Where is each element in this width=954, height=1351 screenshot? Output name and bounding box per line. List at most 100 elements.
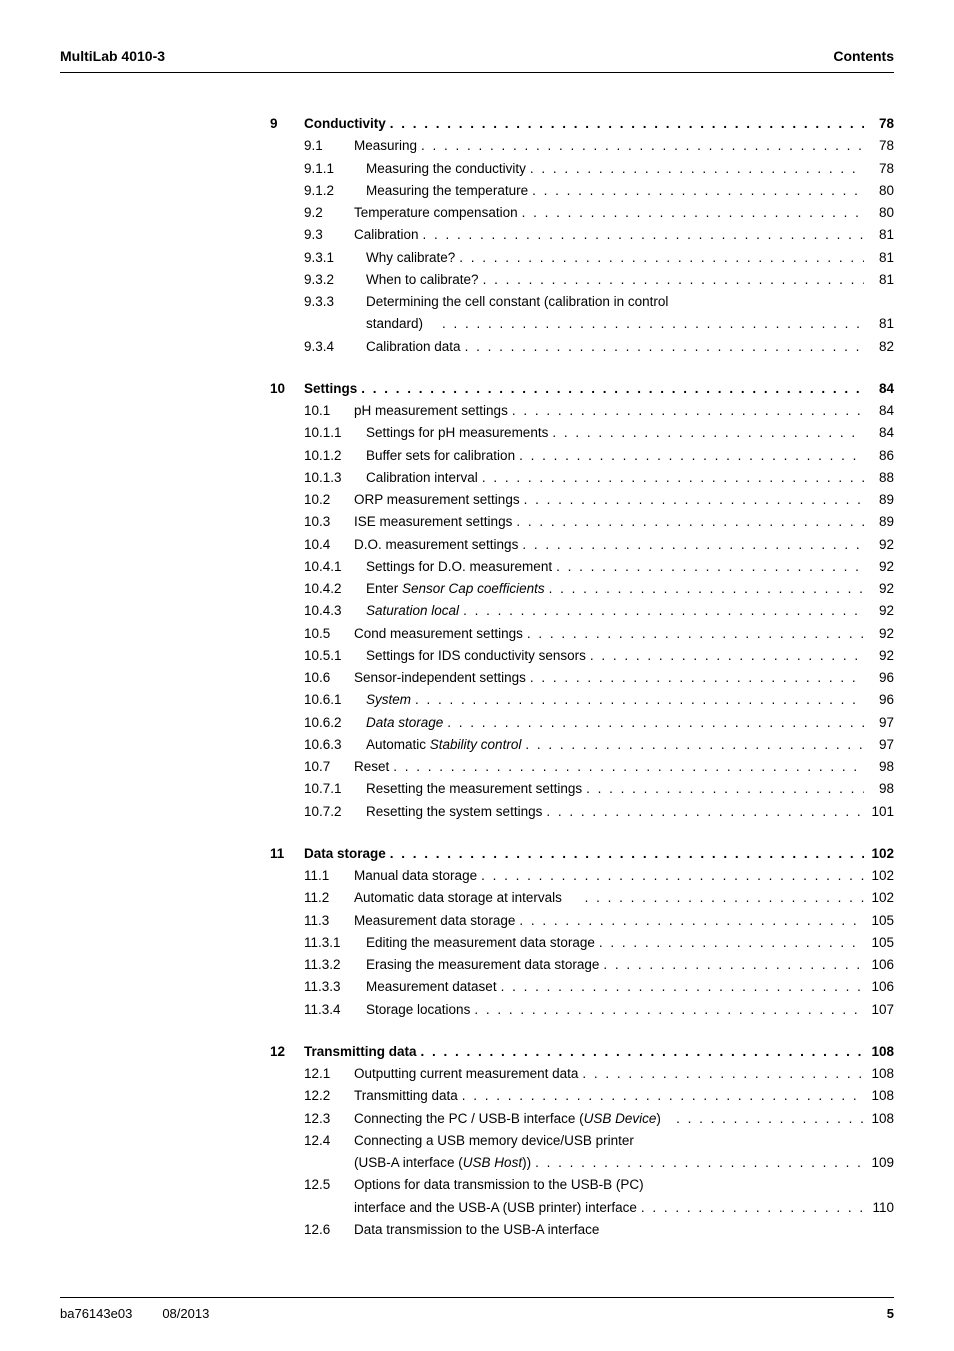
toc-dots: . . . . . . . . . . . . . . . . . . . . … bbox=[459, 601, 864, 621]
toc-title: Temperature compensation bbox=[354, 203, 518, 223]
toc-dots: . . . . . . . . . . . . . . . . . . . . … bbox=[438, 314, 864, 334]
toc-page-number: 98 bbox=[864, 779, 894, 799]
toc-number: 11.3 bbox=[304, 911, 354, 931]
toc-page-number: 101 bbox=[864, 802, 894, 822]
footer-left: ba76143e03 08/2013 bbox=[60, 1306, 209, 1321]
toc-title: Transmitting data bbox=[304, 1042, 417, 1062]
toc-page-number: 92 bbox=[864, 646, 894, 666]
toc-dots: . . . . . . . . . . . . . . . . . . . . … bbox=[545, 579, 864, 599]
table-of-contents: 9Conductivity. . . . . . . . . . . . . .… bbox=[270, 113, 894, 1241]
toc-title: Connecting a USB memory device/USB print… bbox=[354, 1131, 634, 1151]
toc-page-number: 84 bbox=[864, 379, 894, 399]
page-container: MultiLab 4010-3 Contents 9Conductivity. … bbox=[0, 0, 954, 1351]
toc-section: 11Data storage. . . . . . . . . . . . . … bbox=[270, 843, 894, 1021]
toc-title: Calibration data bbox=[366, 337, 461, 357]
toc-entry: 9.3.1Why calibrate?. . . . . . . . . . .… bbox=[270, 247, 894, 269]
toc-number: 12.2 bbox=[304, 1086, 354, 1106]
toc-title: Conductivity bbox=[304, 114, 386, 134]
toc-page-number: 108 bbox=[864, 1109, 894, 1129]
toc-entry: 10.7Reset. . . . . . . . . . . . . . . .… bbox=[270, 756, 894, 778]
toc-dots: . . . . . . . . . . . . . . . . . . . . … bbox=[582, 779, 864, 799]
toc-number: 9.1.1 bbox=[304, 159, 366, 179]
toc-dots: . . . . . . . . . . . . . . . . . . . . … bbox=[515, 446, 864, 466]
toc-page-number: 86 bbox=[864, 446, 894, 466]
toc-entry: 10.1.1Settings for pH measurements. . . … bbox=[270, 422, 894, 444]
toc-page-number: 81 bbox=[864, 225, 894, 245]
toc-page-number: 89 bbox=[864, 490, 894, 510]
toc-dots: . . . . . . . . . . . . . . . . . . . . … bbox=[542, 802, 864, 822]
toc-page-number: 92 bbox=[864, 601, 894, 621]
toc-dots: . . . . . . . . . . . . . . . . . . . . … bbox=[521, 735, 864, 755]
toc-title: Settings for IDS conductivity sensors bbox=[366, 646, 586, 666]
toc-title: D.O. measurement settings bbox=[354, 535, 518, 555]
toc-dots: . . . . . . . . . . . . . . . . . . . . … bbox=[595, 933, 864, 953]
toc-title: Reset bbox=[354, 757, 389, 777]
toc-title: Manual data storage bbox=[354, 866, 477, 886]
toc-page-number: 97 bbox=[864, 713, 894, 733]
toc-number: 10.7.1 bbox=[304, 779, 366, 799]
header-right: Contents bbox=[833, 48, 894, 64]
toc-entry: 11.1Manual data storage. . . . . . . . .… bbox=[270, 865, 894, 887]
toc-entry: 10.1.3Calibration interval. . . . . . . … bbox=[270, 467, 894, 489]
toc-entry: 10.6.3Automatic Stability control. . . .… bbox=[270, 734, 894, 756]
toc-page-number: 106 bbox=[864, 955, 894, 975]
toc-number: 12.5 bbox=[304, 1175, 354, 1195]
toc-title: standard) bbox=[366, 314, 438, 334]
toc-number: 10.2 bbox=[304, 490, 354, 510]
toc-page-number: 98 bbox=[864, 757, 894, 777]
toc-entry: 10.5Cond measurement settings. . . . . .… bbox=[270, 623, 894, 645]
toc-title: (USB-A interface (USB Host)) bbox=[354, 1153, 531, 1173]
toc-dots: . . . . . . . . . . . . . . . . . . . . … bbox=[599, 955, 864, 975]
toc-page-number: 97 bbox=[864, 735, 894, 755]
toc-entry: 11.3.3Measurement dataset. . . . . . . .… bbox=[270, 976, 894, 998]
toc-page-number: 82 bbox=[864, 337, 894, 357]
toc-entry: 9.3.3Determining the cell constant (cali… bbox=[270, 291, 894, 313]
toc-page-number: 102 bbox=[864, 866, 894, 886]
toc-page-number: 84 bbox=[864, 401, 894, 421]
toc-number: 10.6 bbox=[304, 668, 354, 688]
toc-title: Measuring the conductivity bbox=[366, 159, 526, 179]
toc-dots: . . . . . . . . . . . . . . . . . . . . … bbox=[461, 337, 864, 357]
toc-number: 9.2 bbox=[304, 203, 354, 223]
toc-page-number: 92 bbox=[864, 557, 894, 577]
toc-number: 9.3.4 bbox=[304, 337, 366, 357]
toc-title: Data storage bbox=[304, 844, 386, 864]
toc-title: Settings bbox=[304, 379, 357, 399]
toc-page-number: 109 bbox=[864, 1153, 894, 1173]
toc-page-number: 102 bbox=[864, 888, 894, 908]
toc-page-number: 92 bbox=[864, 579, 894, 599]
toc-number: 10.5 bbox=[304, 624, 354, 644]
toc-number: 9.3.2 bbox=[304, 270, 366, 290]
toc-entry: 12Transmitting data. . . . . . . . . . .… bbox=[270, 1041, 894, 1063]
toc-section: 12Transmitting data. . . . . . . . . . .… bbox=[270, 1041, 894, 1241]
toc-dots: . . . . . . . . . . . . . . . . . . . . … bbox=[455, 248, 864, 268]
toc-page-number: 92 bbox=[864, 624, 894, 644]
toc-dots: . . . . . . . . . . . . . . . . . . . . … bbox=[458, 1086, 864, 1106]
toc-dots: . . . . . . . . . . . . . . . . . . . . … bbox=[386, 114, 864, 134]
toc-dots: . . . . . . . . . . . . . . . . . . . . … bbox=[526, 159, 864, 179]
toc-dots: . . . . . . . . . . . . . . . . . . . . … bbox=[515, 911, 864, 931]
toc-entry: 10.6.2Data storage. . . . . . . . . . . … bbox=[270, 712, 894, 734]
toc-dots: . . . . . . . . . . . . . . . . . . . . … bbox=[419, 225, 864, 245]
header-left: MultiLab 4010-3 bbox=[60, 48, 165, 64]
toc-title: Transmitting data bbox=[354, 1086, 458, 1106]
toc-title: Outputting current measurement data bbox=[354, 1064, 578, 1084]
toc-entry: 11Data storage. . . . . . . . . . . . . … bbox=[270, 843, 894, 865]
toc-number: 9.1 bbox=[304, 136, 354, 156]
toc-number: 10.4.1 bbox=[304, 557, 366, 577]
toc-entry: 9Conductivity. . . . . . . . . . . . . .… bbox=[270, 113, 894, 135]
toc-title: Buffer sets for calibration bbox=[366, 446, 515, 466]
toc-number: 11.3.2 bbox=[304, 955, 366, 975]
toc-entry: 10.4.2Enter Sensor Cap coefficients. . .… bbox=[270, 578, 894, 600]
toc-dots: . . . . . . . . . . . . . . . . . . . . … bbox=[357, 379, 864, 399]
toc-title: Erasing the measurement data storage bbox=[366, 955, 599, 975]
toc-number: 11.3.3 bbox=[304, 977, 366, 997]
toc-title: Resetting the system settings bbox=[366, 802, 542, 822]
toc-entry: 9.1.2Measuring the temperature. . . . . … bbox=[270, 180, 894, 202]
toc-entry: 10.5.1Settings for IDS conductivity sens… bbox=[270, 645, 894, 667]
toc-page-number: 108 bbox=[864, 1064, 894, 1084]
toc-entry: 11.3.4Storage locations. . . . . . . . .… bbox=[270, 999, 894, 1021]
toc-title: Settings for pH measurements bbox=[366, 423, 548, 443]
toc-number: 10.7 bbox=[304, 757, 354, 777]
toc-number: 10.3 bbox=[304, 512, 354, 532]
